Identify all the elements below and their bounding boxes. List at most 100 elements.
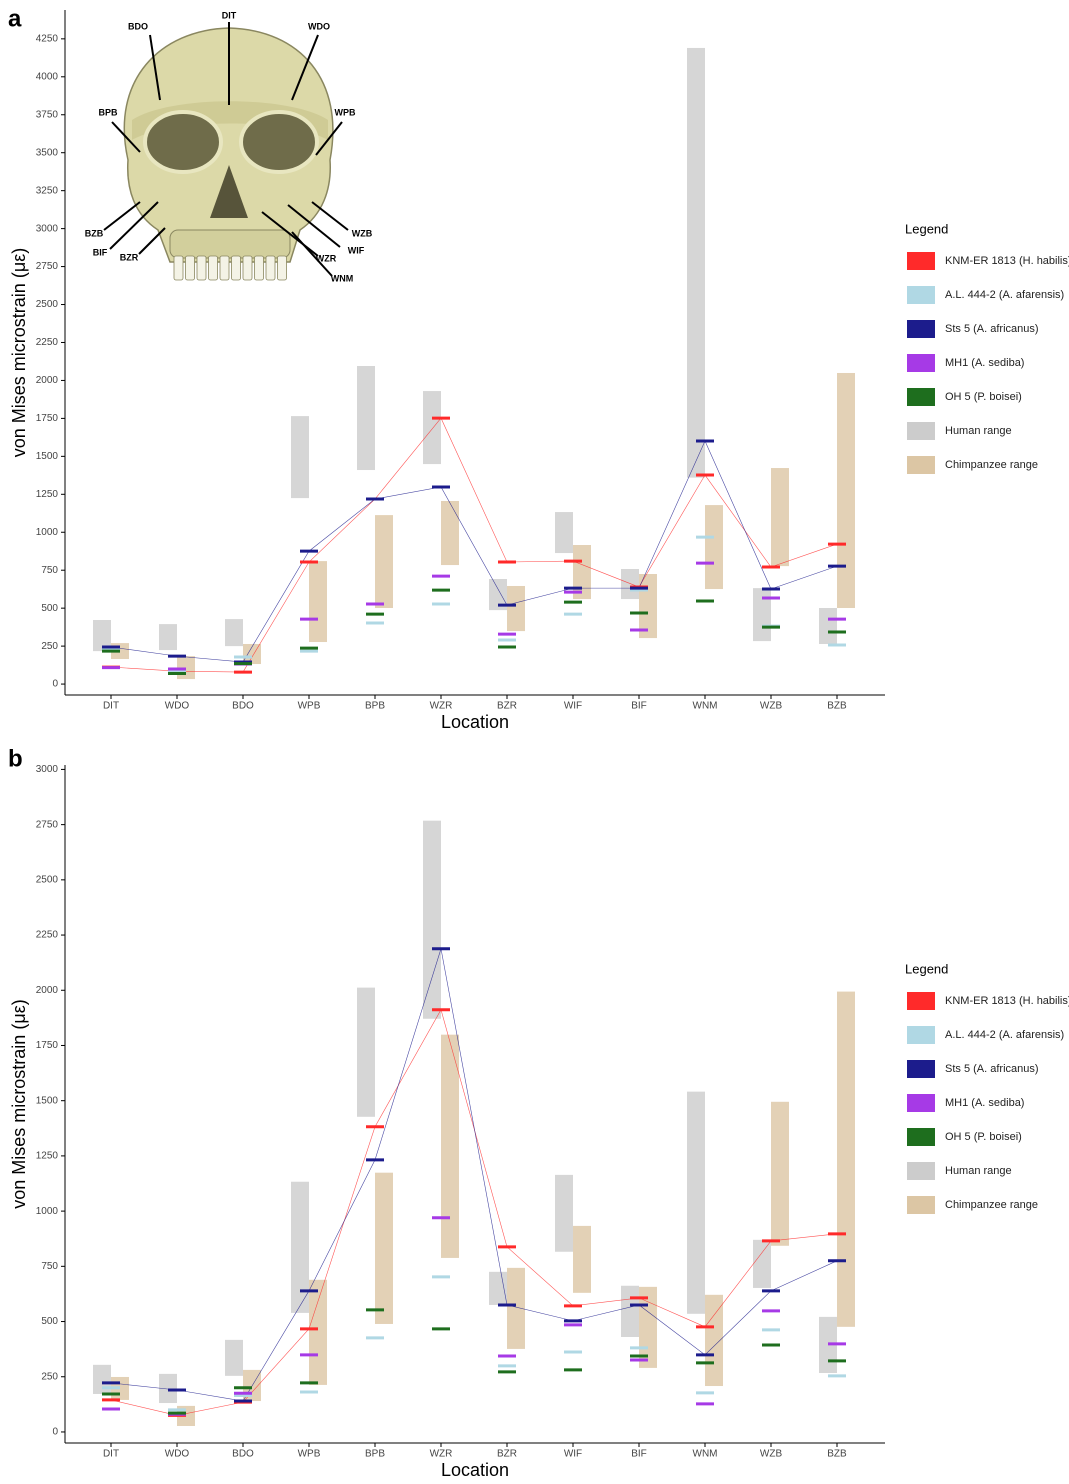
range-bar — [309, 561, 327, 643]
range-bar — [621, 1285, 639, 1337]
range-bar — [705, 505, 723, 590]
range-bar — [489, 579, 507, 611]
orbit — [239, 110, 319, 174]
range-bar — [555, 1174, 573, 1252]
x-tick-label: BPB — [365, 701, 385, 712]
y-tick-label: 2250 — [36, 930, 59, 941]
leader-line — [103, 201, 141, 231]
legend-swatch — [907, 1128, 935, 1146]
y-tick-label: 2500 — [36, 874, 59, 885]
x-tick-label: BZR — [497, 1449, 517, 1460]
leader-line — [291, 231, 333, 277]
skull-label: BDO — [128, 21, 148, 31]
range-bar — [819, 608, 837, 644]
x-tick-label: WIF — [564, 701, 582, 712]
x-tick-label: WDO — [165, 701, 190, 712]
range-bar — [93, 620, 111, 652]
tooth — [196, 255, 207, 281]
tooth — [242, 255, 253, 281]
range-bar — [753, 588, 771, 642]
x-axis-label: Location — [441, 1460, 509, 1480]
y-tick-label: 250 — [41, 1371, 58, 1382]
y-tick-label: 2750 — [36, 819, 59, 830]
x-tick-label: WZR — [430, 701, 453, 712]
x-tick-label: BZB — [827, 1449, 847, 1460]
nasal — [210, 165, 248, 218]
legend-label: Sts 5 (A. africanus) — [945, 1063, 1039, 1075]
y-tick-label: 3250 — [36, 185, 59, 196]
skull-label: BZB — [85, 228, 104, 238]
legend-label: A.L. 444-2 (A. afarensis) — [945, 289, 1064, 301]
legend-swatch — [907, 1026, 935, 1044]
tooth — [277, 255, 287, 281]
y-tick-label: 750 — [41, 1261, 58, 1272]
x-tick-label: WNM — [693, 701, 718, 712]
range-bar — [357, 987, 375, 1117]
range-bar — [423, 820, 441, 1019]
legend-label: Human range — [945, 425, 1012, 437]
range-bar — [375, 1172, 393, 1324]
skull-label: WZR — [316, 253, 337, 263]
range-bar — [159, 1373, 177, 1404]
legend-swatch — [907, 992, 935, 1010]
x-tick-label: WZB — [760, 701, 783, 712]
x-tick-label: WPB — [298, 701, 321, 712]
cranium — [123, 27, 334, 263]
x-tick-label: BZR — [497, 701, 517, 712]
y-axis-label: von Mises microstrain (με) — [9, 999, 29, 1208]
tooth — [254, 255, 264, 281]
x-tick-label: WZB — [760, 1449, 783, 1460]
tooth — [265, 255, 276, 281]
legend-swatch — [907, 1060, 935, 1078]
x-tick-label: BDO — [232, 701, 254, 712]
x-tick-label: DIT — [103, 701, 119, 712]
y-axis-label: von Mises microstrain (με) — [9, 248, 29, 457]
y-tick-label: 500 — [41, 603, 58, 614]
connector-line — [110, 417, 838, 673]
y-tick-label: 750 — [41, 565, 58, 576]
range-bar — [555, 512, 573, 554]
y-tick-label: 2500 — [36, 299, 59, 310]
range-bar — [507, 585, 525, 632]
leader-line — [315, 121, 343, 156]
x-tick-label: BIF — [631, 701, 647, 712]
range-bar — [573, 1225, 591, 1293]
range-bar — [291, 1181, 309, 1313]
tooth — [185, 255, 195, 281]
connector-line — [110, 948, 838, 1402]
leader-line — [311, 201, 349, 231]
y-tick-label: 0 — [52, 1427, 58, 1438]
y-tick-label: 3000 — [36, 764, 59, 775]
range-bar — [507, 1267, 525, 1349]
x-tick-label: BPB — [365, 1449, 385, 1460]
skull-illustration: BDO DIT WDO BPB WPB BZB BIF BZR WZB WIF WZR WNM — [85, 10, 373, 283]
range-bar — [291, 416, 309, 499]
leader-line — [261, 211, 319, 257]
legend-label: A.L. 444-2 (A. afarensis) — [945, 1029, 1064, 1041]
skull-label: BZR — [120, 252, 139, 262]
legend-label: Chimpanzee range — [945, 1199, 1038, 1211]
y-tick-label: 0 — [52, 679, 58, 690]
x-tick-label: WPB — [298, 1449, 321, 1460]
range-bar — [309, 1279, 327, 1385]
legend-swatch — [907, 252, 935, 270]
skull-label: DIT — [222, 10, 237, 20]
legend-swatch — [907, 354, 935, 372]
y-tick-label: 1000 — [36, 1206, 59, 1217]
range-bar — [93, 1364, 111, 1394]
y-tick-label: 2750 — [36, 261, 59, 272]
legend-label: Chimpanzee range — [945, 459, 1038, 471]
range-bar — [771, 1101, 789, 1246]
y-tick-label: 4000 — [36, 71, 59, 82]
legend-label: MH1 (A. sediba) — [945, 1097, 1024, 1109]
range-bar — [639, 574, 657, 639]
leader-line — [138, 227, 166, 255]
y-tick-label: 1500 — [36, 1095, 59, 1106]
y-tick-label: 3750 — [36, 109, 59, 120]
orbit — [143, 110, 223, 174]
range-bar — [441, 1034, 459, 1258]
legend-label: Sts 5 (A. africanus) — [945, 323, 1039, 335]
y-tick-label: 1750 — [36, 413, 59, 424]
range-bar — [573, 545, 591, 600]
